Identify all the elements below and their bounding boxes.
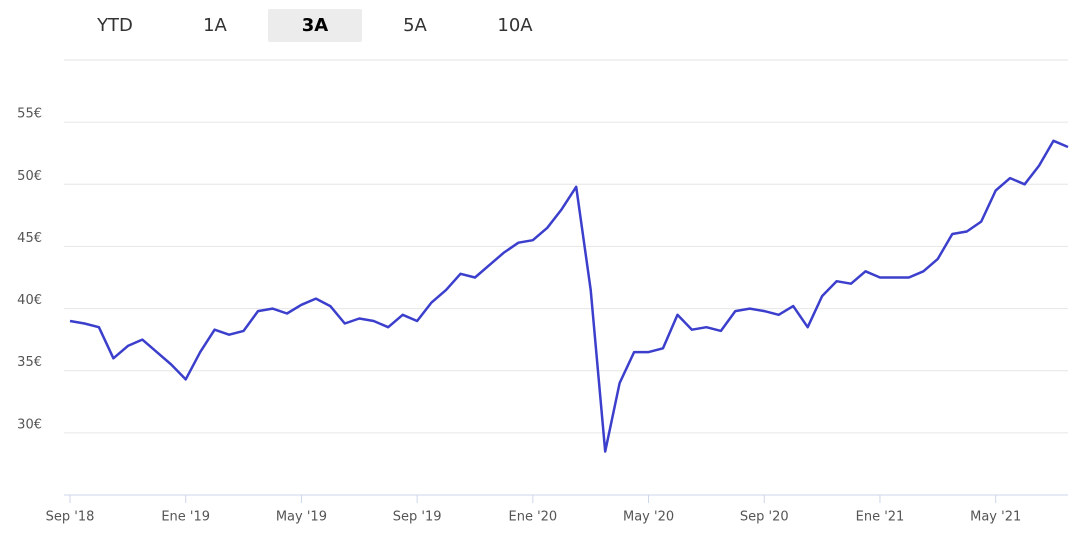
x-tick-label: Ene '19 <box>161 510 210 525</box>
x-tick-label: May '21 <box>970 510 1021 525</box>
range-button[interactable]: 10A <box>497 15 533 36</box>
range-button[interactable]: YTD <box>97 15 133 36</box>
y-tick-label: 50€ <box>17 169 42 184</box>
range-button[interactable]: 3A <box>268 9 362 42</box>
y-tick-label: 55€ <box>17 107 42 122</box>
x-tick-label: May '19 <box>276 510 327 525</box>
x-tick-label: Sep '19 <box>393 510 442 525</box>
x-tick-label: Ene '20 <box>508 510 557 525</box>
x-tick-label: Sep '20 <box>740 510 789 525</box>
price-line <box>69 139 1069 453</box>
y-tick-label: 30€ <box>17 417 42 432</box>
range-buttons: YTD 1A 3A 5A 10A <box>68 9 568 42</box>
x-tick-label: Sep '18 <box>46 510 95 525</box>
y-tick-label: 45€ <box>17 231 42 246</box>
x-tick-label: May '20 <box>623 510 674 525</box>
range-button[interactable]: 5A <box>403 15 427 36</box>
y-tick-label: 40€ <box>17 293 42 308</box>
x-tick-label: Ene '21 <box>856 510 905 525</box>
y-tick-label: 35€ <box>17 355 42 370</box>
range-button[interactable]: 1A <box>203 15 227 36</box>
